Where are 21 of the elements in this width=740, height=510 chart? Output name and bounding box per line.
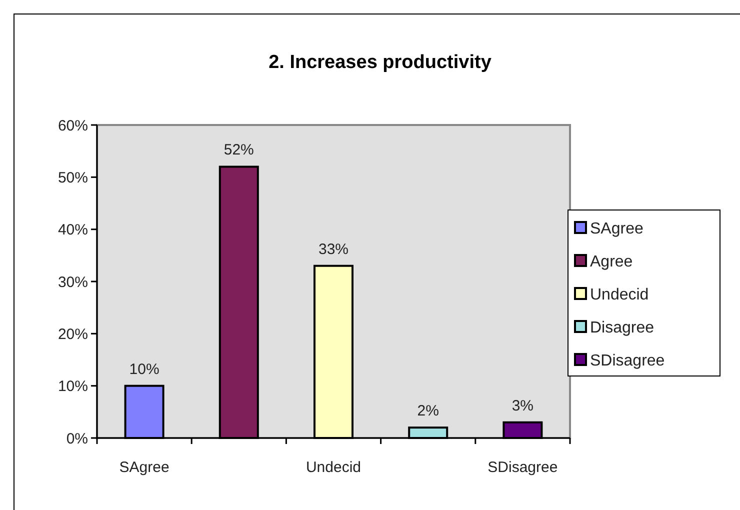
chart-title: 2. Increases productivity	[268, 52, 492, 73]
x-tick-label: SAgree	[119, 459, 170, 476]
data-label: 3%	[512, 397, 534, 414]
legend-label: Undecid	[590, 286, 649, 304]
data-label: 10%	[129, 360, 160, 378]
data-label: 2%	[417, 402, 439, 420]
legend-label: Disagree	[590, 320, 654, 337]
y-tick-label: 0%	[66, 430, 88, 448]
legend-label: SDisagree	[590, 352, 665, 370]
y-tick-label: 60%	[58, 117, 88, 134]
y-tick-label: 20%	[58, 326, 88, 343]
legend-label: Agree	[590, 254, 633, 271]
y-tick-label: 10%	[58, 378, 88, 396]
data-label: 33%	[318, 240, 349, 258]
x-tick-label: SDisagree	[488, 459, 558, 476]
data-label: 52%	[224, 142, 254, 159]
x-tick-label: Undecid	[306, 459, 362, 476]
y-tick-label: 40%	[58, 222, 88, 239]
y-tick-label: 30%	[58, 274, 88, 291]
legend-label: SAgree	[590, 220, 644, 238]
y-tick-label: 50%	[58, 169, 88, 186]
